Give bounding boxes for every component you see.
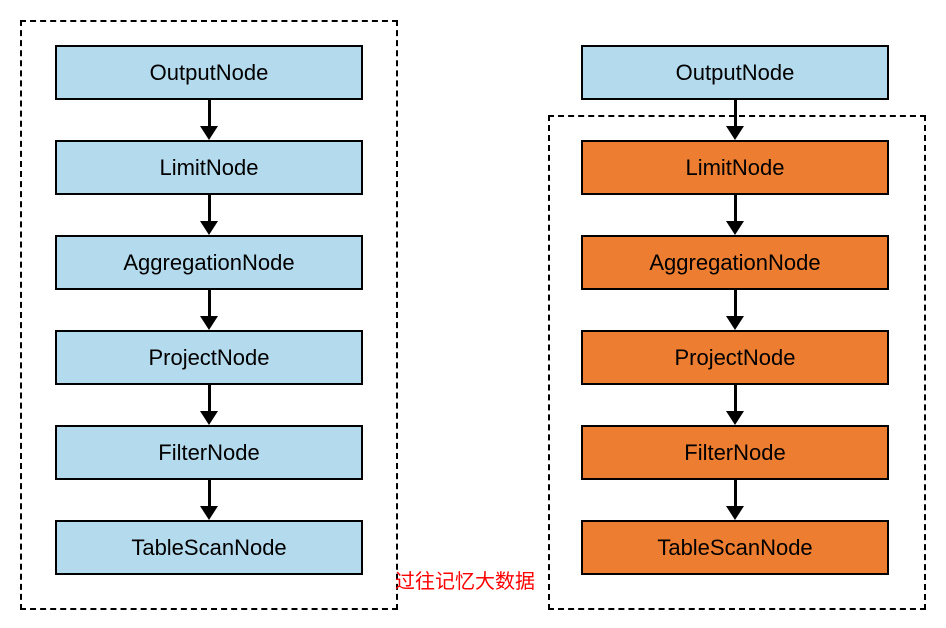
right-node-tablescannode: TableScanNode [581, 520, 889, 575]
arrow-shaft [208, 290, 211, 316]
arrow-shaft [734, 290, 737, 316]
right-node-label: TableScanNode [657, 535, 812, 561]
arrow-head-icon [726, 411, 744, 425]
right-node-label: AggregationNode [649, 250, 820, 276]
right-node-filternode: FilterNode [581, 425, 889, 480]
arrow-shaft [208, 480, 211, 506]
right-node-label: FilterNode [684, 440, 785, 466]
right-node-label: LimitNode [685, 155, 784, 181]
arrow-head-icon [200, 126, 218, 140]
left-node-label: TableScanNode [131, 535, 286, 561]
diagram-canvas: OutputNode LimitNode AggregationNode Projec… [0, 0, 946, 628]
arrow-shaft [208, 100, 211, 126]
arrow-shaft [208, 195, 211, 221]
arrow-shaft [734, 100, 737, 126]
left-node-label: FilterNode [158, 440, 259, 466]
left-node-filternode: FilterNode [55, 425, 363, 480]
left-node-outputnode: OutputNode [55, 45, 363, 100]
right-node-label: OutputNode [676, 60, 795, 86]
arrow-head-icon [200, 411, 218, 425]
arrow-shaft [734, 385, 737, 411]
arrow-head-icon [726, 506, 744, 520]
left-node-label: AggregationNode [123, 250, 294, 276]
arrow-head-icon [200, 221, 218, 235]
left-node-projectnode: ProjectNode [55, 330, 363, 385]
right-node-label: ProjectNode [674, 345, 795, 371]
arrow-shaft [734, 480, 737, 506]
caption-text: 过往记忆大数据 [395, 565, 535, 594]
left-node-label: ProjectNode [148, 345, 269, 371]
arrow-head-icon [726, 316, 744, 330]
arrow-head-icon [726, 126, 744, 140]
left-node-limitnode: LimitNode [55, 140, 363, 195]
left-node-aggregationnode: AggregationNode [55, 235, 363, 290]
arrow-head-icon [200, 316, 218, 330]
arrow-shaft [734, 195, 737, 221]
left-node-label: OutputNode [150, 60, 269, 86]
right-node-projectnode: ProjectNode [581, 330, 889, 385]
arrow-head-icon [200, 506, 218, 520]
left-node-label: LimitNode [159, 155, 258, 181]
right-node-outputnode: OutputNode [581, 45, 889, 100]
arrow-shaft [208, 385, 211, 411]
right-node-limitnode: LimitNode [581, 140, 889, 195]
left-node-tablescannode: TableScanNode [55, 520, 363, 575]
arrow-head-icon [726, 221, 744, 235]
right-node-aggregationnode: AggregationNode [581, 235, 889, 290]
